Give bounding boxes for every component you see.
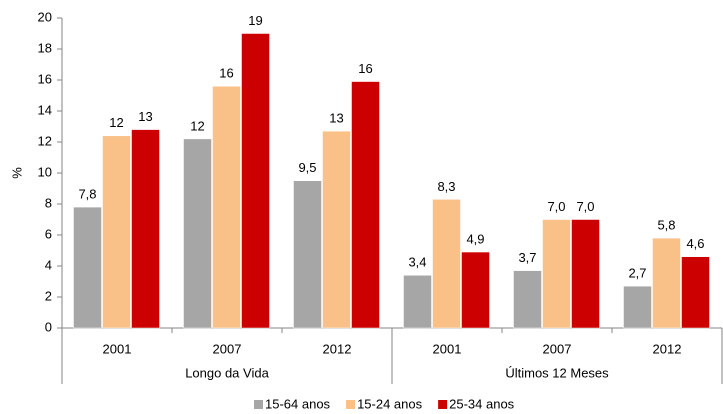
legend-label: 15-24 anos [357,396,423,411]
data-label: 13 [138,109,152,124]
x-tick-label: 2001 [103,341,132,356]
bar [212,85,241,329]
y-tick-label: 0 [45,319,52,334]
data-label: 2,7 [628,266,646,281]
legend-swatch [346,400,356,409]
data-label: 4,6 [686,236,704,251]
bar [623,285,652,329]
y-tick-label: 18 [38,40,52,55]
bar [571,219,600,329]
legend-swatch [438,400,448,409]
legend-label: 25-34 anos [449,396,515,411]
bar [681,256,710,329]
group-label: Últimos 12 Meses [505,365,609,380]
data-label: 16 [219,66,233,81]
data-label: 4,9 [466,231,484,246]
y-tick-label: 6 [45,226,52,241]
y-tick-label: 16 [38,71,52,86]
bar [432,199,461,329]
y-axis-label: % [9,167,24,179]
legend-swatch [254,400,263,409]
data-label: 3,4 [408,255,426,270]
data-label: 19 [248,13,262,28]
bar [131,129,160,329]
y-tick-label: 20 [38,9,52,24]
data-label: 13 [329,111,343,126]
bar [513,270,542,329]
bar [403,275,432,329]
data-label: 5,8 [657,218,675,233]
data-label: 16 [358,61,372,76]
data-label: 7,0 [576,199,594,214]
y-tick-label: 2 [45,288,52,303]
bar [293,180,322,329]
y-tick-label: 14 [38,102,52,117]
bar [102,135,131,329]
data-label: 7,0 [547,199,565,214]
bar [183,138,212,329]
data-label: 8,3 [437,179,455,194]
y-tick-label: 12 [38,133,52,148]
bar [542,219,571,329]
data-label: 7,8 [78,187,96,202]
x-tick-label: 2007 [543,341,572,356]
bar [322,130,351,329]
y-tick-label: 8 [45,195,52,210]
y-tick-label: 4 [45,257,52,272]
legend-label: 15-64 anos [265,396,331,411]
bar [652,237,681,329]
bar [351,81,380,329]
group-label: Longo da Vida [185,365,269,380]
data-label: 9,5 [298,160,316,175]
data-label: 12 [109,115,123,130]
bar [461,251,490,329]
bar [241,33,270,329]
data-label: 3,7 [518,250,536,265]
x-tick-label: 2007 [213,341,242,356]
y-tick-label: 10 [38,164,52,179]
x-tick-label: 2012 [653,341,682,356]
bar [73,206,102,329]
x-tick-label: 2012 [323,341,352,356]
x-tick-label: 2001 [433,341,462,356]
data-label: 12 [190,118,204,133]
